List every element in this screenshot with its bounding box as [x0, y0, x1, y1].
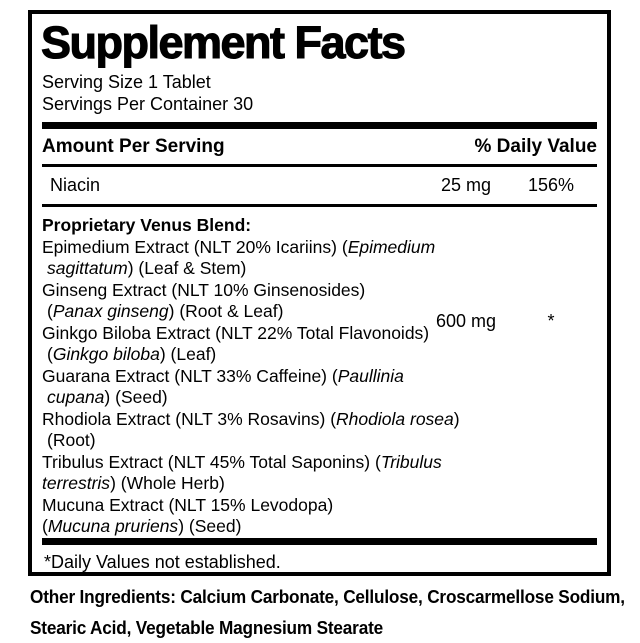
blend-ingredient-line: Tribulus Extract (NLT 45% Total Saponins…	[42, 451, 442, 472]
blend-ingredient-line: Ginkgo Biloba Extract (NLT 22% Total Fla…	[42, 322, 430, 343]
nutrient-row-niacin: Niacin 25 mg 156%	[42, 167, 597, 204]
nutrient-amount: 25 mg	[440, 175, 492, 195]
blend-ingredient-line: (Root)	[47, 430, 96, 450]
other-ingredients-line: Other Ingredients: Calcium Carbonate, Ce…	[30, 586, 625, 607]
other-ingredients-text: Other Ingredients: Calcium Carbonate, Ce…	[30, 581, 625, 643]
blend-ingredient-line: (Ginkgo biloba) (Leaf)	[47, 344, 217, 364]
blend-ingredient-line: sagittatum) (Leaf & Stem)	[47, 258, 247, 278]
blend-daily-value: *	[547, 311, 555, 331]
blend-ingredient-line: (Panax ginseng) (Root & Leaf)	[47, 301, 284, 321]
blend-ingredient-line: terrestris) (Whole Herb)	[42, 473, 225, 493]
panel-inner: Supplement Facts Serving Size 1 Tablet S…	[32, 14, 607, 572]
divider-thin-1	[42, 164, 597, 167]
supplement-facts-panel: Supplement Facts Serving Size 1 Tablet S…	[28, 10, 611, 576]
serving-size-text: Serving Size 1 Tablet	[42, 72, 211, 92]
daily-value-header: % Daily Value	[474, 135, 597, 157]
blend-ingredient-line: Epimedium Extract (NLT 20% Icariins) (Ep…	[42, 236, 436, 257]
blend-title: Proprietary Venus Blend:	[42, 215, 252, 235]
proprietary-blend-section: Proprietary Venus Blend: Epimedium Extra…	[42, 207, 597, 538]
divider-thick-top	[42, 122, 597, 129]
blend-ingredient-line: Guarana Extract (NLT 33% Caffeine) (Paul…	[42, 365, 404, 386]
blend-ingredient-line: (Mucuna pruriens) (Seed)	[42, 516, 242, 536]
blend-text-block: Proprietary Venus Blend: Epimedium Extra…	[42, 215, 597, 538]
other-ingredients-line: Stearic Acid, Vegetable Magnesium Steara…	[30, 617, 384, 638]
divider-thin-2	[42, 204, 597, 207]
nutrient-daily-value: 156%	[527, 175, 575, 195]
blend-ingredient-line: Ginseng Extract (NLT 10% Ginsenosides)	[42, 279, 366, 300]
column-header-row: Amount Per Serving % Daily Value	[42, 129, 597, 164]
blend-ingredient-line: cupana) (Seed)	[47, 387, 168, 407]
blend-ingredient-line: Rhodiola Extract (NLT 3% Rosavins) (Rhod…	[42, 408, 460, 429]
divider-thick-bottom	[42, 537, 597, 545]
blend-values: 600 mg *	[427, 311, 597, 332]
panel-title: Supplement Facts	[40, 17, 406, 68]
nutrient-name: Niacin	[50, 175, 101, 195]
daily-value-footnote: *Daily Values not established.	[44, 551, 281, 572]
blend-ingredient-line: Mucuna Extract (NLT 15% Levodopa)	[42, 494, 334, 515]
blend-amount: 600 mg	[435, 311, 497, 331]
amount-per-serving-header: Amount Per Serving	[42, 135, 225, 157]
servings-per-container-text: Servings Per Container 30	[42, 94, 254, 114]
